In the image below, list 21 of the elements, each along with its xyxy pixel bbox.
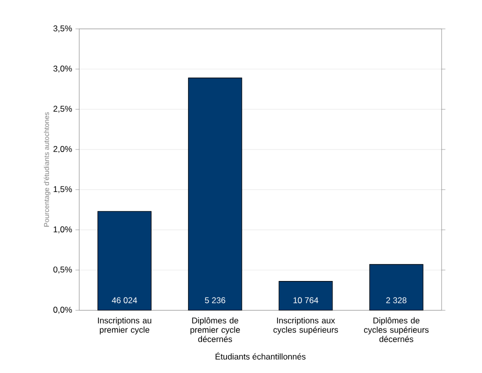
y-tick-label: 0,5%	[53, 266, 72, 274]
x-tick-label: Diplômes de cycles supérieurs décernés	[364, 317, 429, 342]
bar	[278, 281, 333, 311]
x-tick-label: Diplômes de premier cycle décernés	[190, 317, 240, 342]
y-tick-label: 0,0%	[53, 306, 72, 314]
y-tick-label: 1,0%	[54, 226, 72, 234]
bar	[188, 78, 242, 311]
annotation: 46 024	[112, 297, 138, 304]
x-axis-title: Étudiants échantillonnés	[216, 352, 306, 360]
annotation: 10 764	[294, 297, 318, 304]
y-tick-label: 3,0%	[53, 66, 72, 73]
x-tick-label: Inscriptions au premier cycle	[98, 317, 152, 335]
bar	[369, 264, 424, 311]
y-tick-label: 3,5%	[53, 26, 72, 32]
y-tick-label: 2,5%	[53, 106, 72, 113]
bar	[97, 211, 152, 311]
x-tick-label: Inscriptions aux cycles supérieurs	[273, 317, 338, 335]
annotation: 2 328	[386, 297, 406, 304]
y-tick-label: 2,0%	[53, 146, 72, 154]
y-tick-label: 1,5%	[54, 186, 72, 194]
annotation: 5 236	[204, 297, 226, 304]
